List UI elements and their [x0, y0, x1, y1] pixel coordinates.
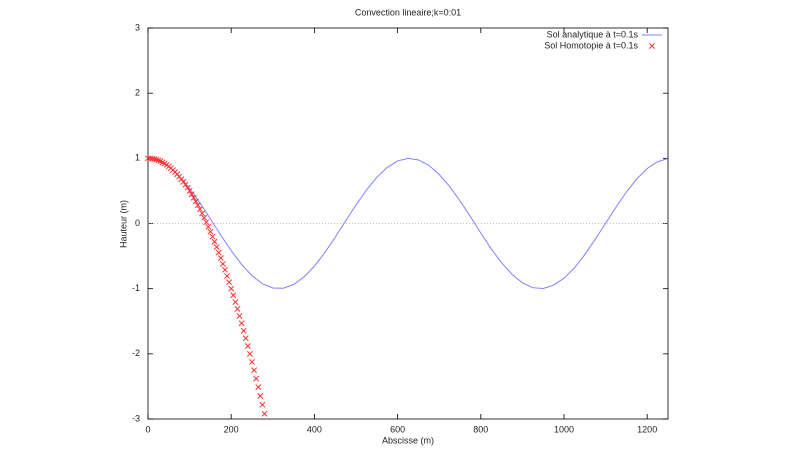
point [207, 228, 214, 235]
point [238, 320, 245, 327]
point [226, 279, 233, 286]
point [246, 350, 253, 357]
point [249, 359, 255, 365]
y-tick-label: -2 [132, 348, 140, 358]
point [180, 178, 187, 185]
x-tick-label: 800 [473, 424, 488, 434]
legend-label: Sol Homotopie à t=0.1s [544, 40, 638, 50]
point [219, 260, 226, 267]
point [199, 210, 206, 217]
point [261, 410, 268, 417]
point [240, 327, 247, 334]
point [259, 401, 266, 408]
y-tick-label: 1 [135, 153, 140, 163]
y-axis-label: Hauteur (m) [118, 200, 128, 248]
point [217, 255, 224, 262]
point [253, 375, 260, 382]
x-tick-label: 200 [224, 424, 239, 434]
point [257, 392, 264, 399]
point [197, 206, 203, 213]
y-tick-label: 0 [135, 218, 140, 228]
point [232, 299, 239, 305]
point [228, 285, 235, 292]
point [205, 223, 212, 230]
series-line [147, 157, 669, 289]
x-tick-label: 1200 [637, 424, 657, 434]
point [211, 238, 218, 245]
chart-title: Convection lineaire;k=0:01 [355, 7, 461, 17]
x-tick-label: 600 [390, 424, 405, 434]
point [192, 198, 199, 205]
point [242, 335, 249, 342]
point [201, 214, 208, 221]
y-tick-label: -3 [132, 413, 140, 423]
x-tick-label: 1000 [554, 424, 574, 434]
point [255, 384, 262, 391]
point [251, 367, 258, 374]
legend-swatch [649, 43, 655, 49]
point [222, 266, 228, 273]
x-tick-label: 0 [145, 424, 150, 434]
point [186, 187, 193, 194]
point [244, 343, 251, 349]
point [182, 181, 189, 188]
point [209, 233, 216, 240]
y-tick-label: -1 [132, 283, 140, 293]
point [236, 313, 243, 319]
point [215, 249, 222, 256]
point [194, 202, 201, 209]
point [188, 191, 195, 198]
legend-label: Sol analytique à t=0.1s [547, 29, 639, 39]
point [190, 194, 197, 201]
point [224, 273, 230, 279]
y-tick-label: 2 [135, 88, 140, 98]
point [184, 184, 191, 191]
y-tick-label: 3 [135, 22, 140, 32]
x-axis-label: Abscisse (m) [382, 435, 434, 445]
point [203, 219, 210, 226]
x-tick-label: 400 [307, 424, 322, 434]
point [213, 244, 220, 250]
point [151, 156, 158, 163]
point [234, 305, 241, 312]
point [230, 292, 237, 299]
